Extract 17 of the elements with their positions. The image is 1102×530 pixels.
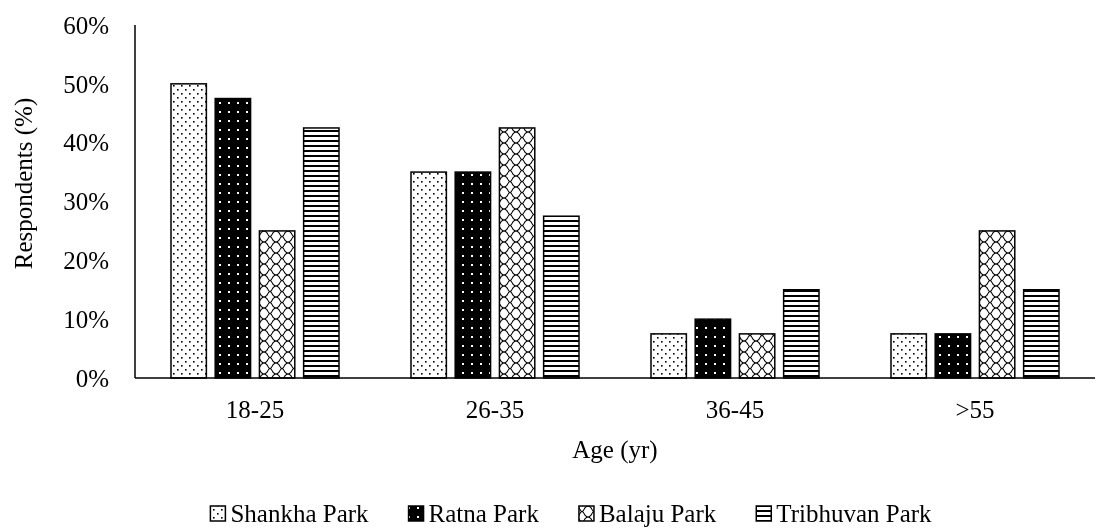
legend-label: Balaju Park bbox=[598, 500, 717, 527]
x-tick-label: >55 bbox=[955, 396, 995, 423]
y-tick-label: 20% bbox=[63, 247, 109, 275]
legend-label: Ratna Park bbox=[428, 500, 540, 527]
x-tick-label: 26-35 bbox=[465, 396, 525, 423]
y-tick-label: 10% bbox=[63, 305, 109, 333]
y-tick-label: 40% bbox=[63, 129, 109, 157]
legend-label: Shankha Park bbox=[230, 500, 370, 527]
x-axis-title: Age (yr) bbox=[572, 436, 658, 464]
y-tick-label: 0% bbox=[75, 364, 109, 392]
x-tick-label: 36-45 bbox=[705, 396, 765, 423]
y-axis-title: Respondents (%) bbox=[10, 97, 38, 270]
y-tick-label: 30% bbox=[63, 188, 109, 216]
y-tick-label: 60% bbox=[63, 11, 109, 39]
y-tick-label: 50% bbox=[63, 70, 109, 98]
legend-label: Tribhuvan Park bbox=[776, 500, 933, 527]
x-tick-label: 18-25 bbox=[225, 396, 285, 423]
